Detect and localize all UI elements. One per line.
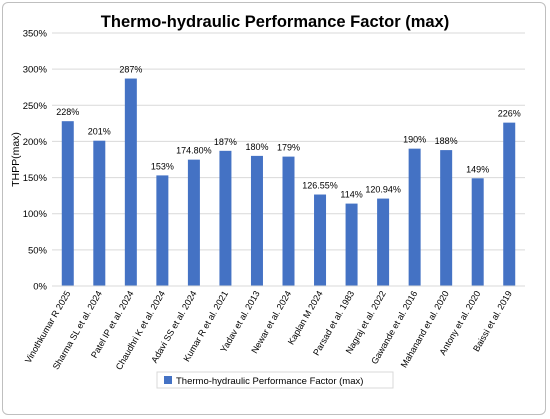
bar xyxy=(124,78,137,286)
y-axis-ticks: 0% 50% 100% 150% 200% 250% 300% 350% xyxy=(23,29,48,293)
y-tick-label: 100% xyxy=(23,209,48,220)
data-labels: 228% 201% 287% 153%174.80%187% 180% 179% 126.5… xyxy=(56,65,520,200)
bar xyxy=(440,150,453,286)
bar xyxy=(219,150,232,286)
y-axis-label: THPP(max) xyxy=(10,132,22,187)
data-label: 201% xyxy=(88,127,111,137)
data-label: 179% xyxy=(277,143,300,153)
bar xyxy=(187,159,200,286)
y-tick-label: 0% xyxy=(33,282,47,293)
chart-title: Thermo-hydraulic Performance Factor (max… xyxy=(101,13,449,31)
legend: Thermo-hydraulic Performance Factor (max… xyxy=(156,371,394,389)
data-label: 188% xyxy=(435,136,458,146)
data-label: 226% xyxy=(498,109,521,119)
bar xyxy=(345,203,358,286)
data-label: 114% xyxy=(340,190,362,200)
data-label: 228% xyxy=(56,107,79,117)
chart-frame xyxy=(2,2,546,415)
y-tick-label: 250% xyxy=(23,101,48,112)
legend-box xyxy=(156,371,394,389)
data-label: 174.80% xyxy=(176,146,212,156)
legend-swatch xyxy=(164,376,172,384)
y-tick-label: 300% xyxy=(23,65,48,76)
bar xyxy=(156,175,169,286)
y-tick-label: 350% xyxy=(23,29,48,40)
bar xyxy=(314,194,327,286)
data-label: 120.94% xyxy=(365,185,401,195)
data-label: 190% xyxy=(403,135,426,145)
bar xyxy=(471,178,484,286)
y-tick-label: 150% xyxy=(23,173,48,184)
y-tick-label: 50% xyxy=(28,245,48,256)
bar xyxy=(408,148,421,286)
legend-label: Thermo-hydraulic Performance Factor (max… xyxy=(176,376,363,387)
data-label: 153% xyxy=(151,161,174,171)
bar xyxy=(250,155,263,286)
bars xyxy=(61,78,516,287)
bar xyxy=(377,198,390,286)
data-label: 180% xyxy=(245,142,268,152)
y-tick-label: 200% xyxy=(23,137,48,148)
data-label: 126.55% xyxy=(302,181,338,191)
bar xyxy=(93,140,106,286)
bar xyxy=(61,121,74,286)
bar xyxy=(503,122,516,287)
data-label: 187% xyxy=(214,137,237,147)
data-label: 287% xyxy=(119,65,142,75)
data-label: 149% xyxy=(466,164,489,174)
bar xyxy=(282,156,295,286)
